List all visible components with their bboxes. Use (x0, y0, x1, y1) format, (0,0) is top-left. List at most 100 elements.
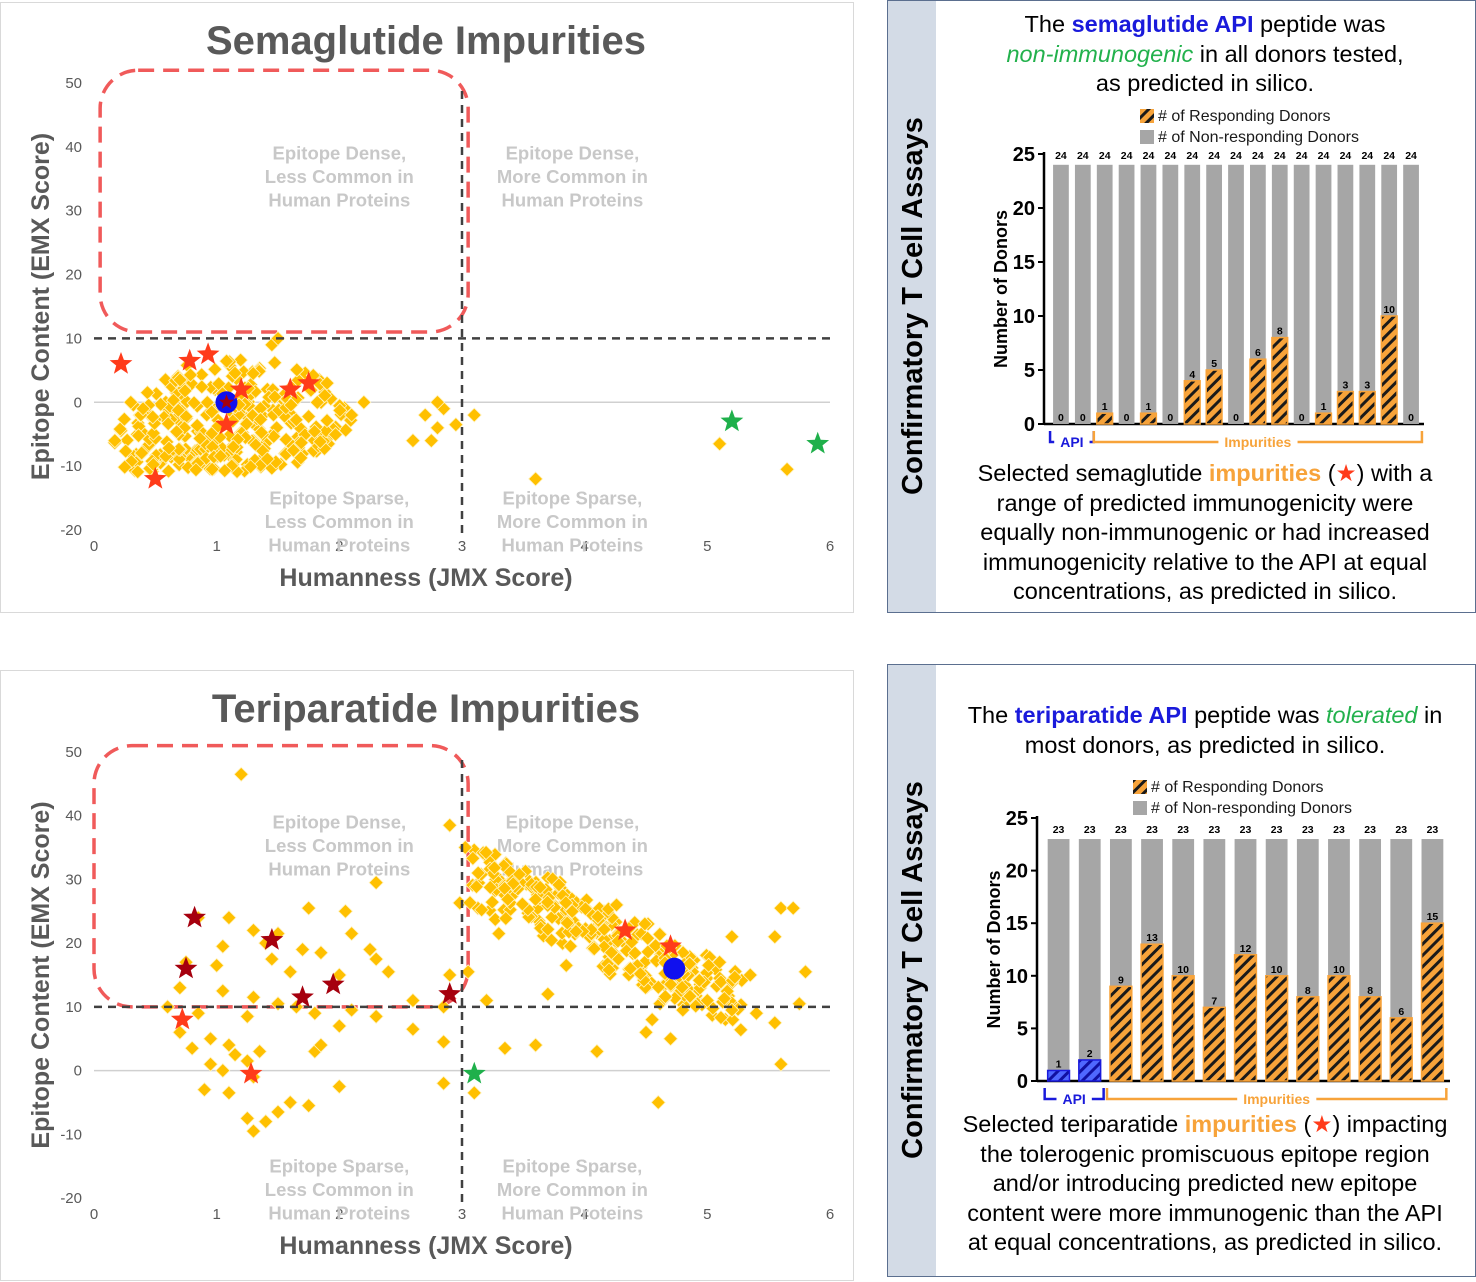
diamond-marker (252, 1043, 268, 1060)
y-tick-label: 25 (1013, 144, 1035, 166)
diamond-marker (112, 421, 128, 437)
quadrant-label: Less Common in (265, 1179, 414, 1200)
bar-nonresponding (1228, 164, 1244, 425)
semaglutide-top-caption: The semaglutide API peptide was non-immu… (1006, 11, 1404, 96)
bar-responding-label: 1 (1102, 401, 1108, 413)
diamond-marker (209, 957, 225, 974)
quadrant-label: Human Proteins (268, 1203, 410, 1224)
x-tick-label: 0 (90, 538, 98, 555)
bar-responding-label: 2 (1087, 1048, 1093, 1060)
y-tick-label: 20 (1006, 861, 1028, 883)
bar-total-label: 23 (1333, 824, 1345, 836)
diamond-marker (118, 443, 134, 459)
bar-responding-label: 6 (1398, 1006, 1404, 1018)
impurities-group-label: Impurities (1224, 434, 1291, 450)
y-tick-label: 50 (65, 744, 82, 761)
diamond-marker (590, 909, 606, 925)
y-tick-label: 0 (74, 1063, 82, 1080)
diamond-marker (486, 860, 503, 876)
diamond-marker (429, 420, 446, 436)
bar-responding-label: 7 (1211, 995, 1217, 1007)
diamond-marker (202, 1056, 219, 1072)
bar-nonresponding (1184, 164, 1201, 425)
diamond-marker (338, 422, 354, 438)
star-icon (278, 377, 302, 400)
diamond-marker (558, 957, 574, 974)
diamond-marker (153, 396, 169, 412)
diamond-marker (253, 411, 269, 428)
bar-nonresponding (1337, 164, 1354, 425)
y-tick-label: -10 (60, 1126, 82, 1143)
diamond-marker (356, 394, 372, 410)
bar-total-label: 24 (1340, 150, 1352, 162)
x-tick-label: 4 (580, 538, 588, 555)
bar-nonresponding (1206, 164, 1222, 425)
y-tick-label: 0 (74, 394, 82, 411)
diamond-marker (540, 986, 556, 1002)
star-icon (239, 1061, 263, 1084)
diamond-marker (436, 1075, 452, 1091)
diamond-marker (405, 433, 421, 449)
diamond-marker (468, 879, 485, 895)
quadrant-label: Epitope Sparse, (502, 1156, 642, 1177)
bar-total-label: 23 (1115, 824, 1127, 836)
label-background (1218, 434, 1298, 450)
diamond-marker (188, 462, 204, 478)
api-point (663, 957, 686, 980)
bar-total-label: 24 (1208, 150, 1220, 162)
quadrant-label: Human Proteins (501, 858, 643, 879)
bar-nonresponding (1047, 839, 1070, 1081)
diamond-marker (380, 964, 396, 980)
star-icon (183, 905, 206, 928)
diamond-marker (227, 1047, 243, 1063)
y-tick-label: 10 (65, 330, 82, 347)
diamond-marker (474, 902, 490, 918)
bar-nonresponding (1403, 164, 1419, 425)
y-axis-label: Number of Donors (984, 870, 1004, 1028)
diamond-marker (267, 355, 283, 371)
bar-nonresponding (1074, 164, 1091, 425)
diamond-marker (514, 896, 530, 912)
diamond-marker (498, 910, 514, 927)
diamond-marker (293, 435, 309, 451)
diamond-marker (282, 1094, 298, 1110)
quadrant-label: Epitope Sparse, (502, 487, 642, 508)
bar-total-label: 23 (1395, 824, 1407, 836)
diamond-marker (724, 929, 740, 945)
diamond-marker (172, 1024, 188, 1040)
diamond-marker (691, 972, 707, 988)
legend-swatch-responding (1140, 109, 1154, 123)
bar-total-label: 24 (1121, 150, 1133, 162)
y-tick-label: 30 (65, 203, 82, 220)
x-tick-label: 2 (335, 1206, 343, 1223)
diamond-marker (301, 900, 317, 916)
diamond-marker (196, 1082, 212, 1098)
diamond-marker (767, 929, 783, 945)
diamond-marker (368, 951, 384, 967)
bar-responding (1140, 943, 1164, 1082)
diamond-marker (674, 979, 690, 995)
diamond-marker (215, 983, 231, 999)
bar-responding-label: 12 (1240, 943, 1252, 955)
diamond-marker (608, 897, 625, 913)
diamond-marker (344, 407, 360, 423)
star-icon (613, 918, 637, 941)
bar-responding (1389, 1017, 1413, 1082)
diamond-marker (145, 409, 161, 425)
bar-responding (1249, 358, 1267, 425)
bar-responding-label: 0 (1080, 412, 1086, 424)
diamond-marker (117, 459, 133, 475)
star-icon (170, 1007, 194, 1030)
star-icon (109, 352, 133, 374)
star-icon: ★ (1335, 460, 1357, 486)
y-tick-label: 20 (65, 267, 82, 284)
star-icon (229, 377, 253, 400)
star-icon (438, 982, 462, 1004)
y-tick-label: 30 (65, 871, 82, 888)
star-icon (806, 431, 830, 454)
y-tick-label: 50 (65, 75, 82, 92)
diamond-marker (577, 901, 594, 917)
bar-total-label: 23 (1240, 824, 1252, 836)
diamond-marker (217, 463, 233, 479)
